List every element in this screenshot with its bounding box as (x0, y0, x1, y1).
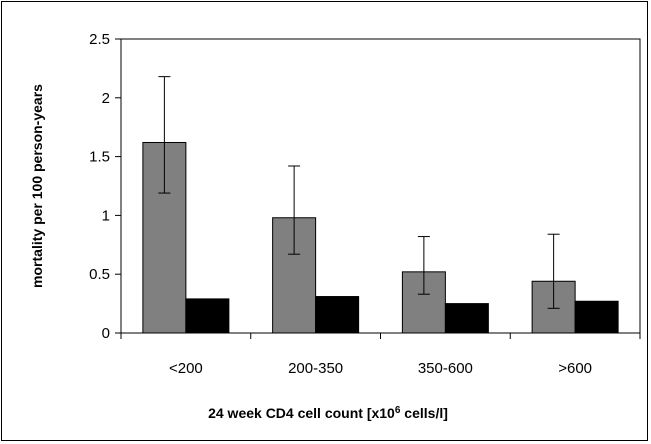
y-axis-title: mortality per 100 person-years (29, 84, 45, 288)
y-tick-label-2: 1 (102, 207, 110, 224)
y-tick-label-1: 0.5 (89, 266, 110, 283)
bar-series-1-1 (315, 296, 360, 334)
x-axis-title-superscript: 6 (395, 405, 401, 416)
bar-series-1-2 (444, 303, 489, 334)
y-axis: 0 0.5 1 1.5 2 2.5 (89, 31, 121, 342)
x-axis-title-tail: cells/l] (400, 405, 447, 421)
y-tick-label-0: 0 (102, 325, 110, 342)
x-tick-label-1: 200-350 (288, 360, 343, 377)
y-tick-label-4: 2 (102, 90, 110, 107)
bar-series-1-3 (574, 300, 619, 334)
x-tick-label-3: >600 (558, 360, 592, 377)
bars (142, 141, 619, 334)
x-axis-title: 24 week CD4 cell count [x106 cells/l] (208, 405, 448, 422)
x-tick-label-2: 350-600 (418, 360, 473, 377)
bar-series-1-0 (185, 298, 230, 334)
y-tick-label-3: 1.5 (89, 149, 110, 166)
x-axis-title-main: 24 week CD4 cell count [x10 (208, 405, 395, 421)
error-bars (158, 76, 560, 309)
x-tick-label-0: <200 (169, 360, 203, 377)
x-axis: <200 200-350 350-600 >600 (120, 333, 641, 377)
y-tick-label-5: 2.5 (89, 31, 110, 48)
